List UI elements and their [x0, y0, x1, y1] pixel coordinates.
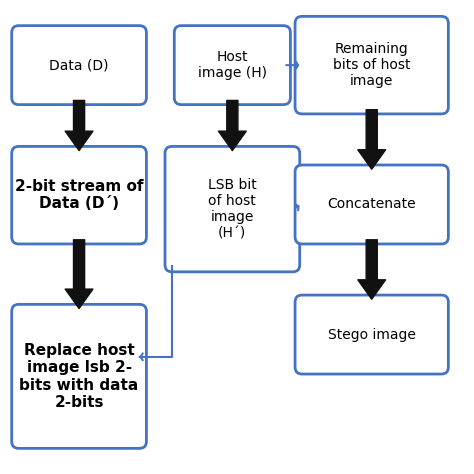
Text: 2-bit stream of
Data (D´): 2-bit stream of Data (D´): [15, 179, 143, 211]
Text: Stego image: Stego image: [328, 328, 416, 342]
FancyArrowPatch shape: [358, 240, 386, 299]
Text: LSB bit
of host
image
(H´): LSB bit of host image (H´): [208, 178, 257, 240]
Text: Concatenate: Concatenate: [328, 198, 416, 211]
Text: Replace host
image lsb 2-
bits with data
2-bits: Replace host image lsb 2- bits with data…: [19, 343, 139, 410]
FancyBboxPatch shape: [295, 17, 448, 114]
FancyBboxPatch shape: [295, 295, 448, 374]
Text: Host
image (H): Host image (H): [198, 50, 267, 80]
FancyArrowPatch shape: [358, 109, 386, 169]
FancyBboxPatch shape: [174, 26, 291, 105]
FancyArrowPatch shape: [219, 100, 246, 151]
Text: Data (D): Data (D): [49, 58, 109, 72]
FancyArrowPatch shape: [65, 240, 93, 309]
FancyBboxPatch shape: [295, 165, 448, 244]
FancyBboxPatch shape: [12, 304, 146, 448]
FancyBboxPatch shape: [12, 26, 146, 105]
Text: Remaining
bits of host
image: Remaining bits of host image: [333, 42, 410, 88]
FancyBboxPatch shape: [12, 146, 146, 244]
FancyArrowPatch shape: [65, 100, 93, 151]
FancyBboxPatch shape: [165, 146, 300, 272]
